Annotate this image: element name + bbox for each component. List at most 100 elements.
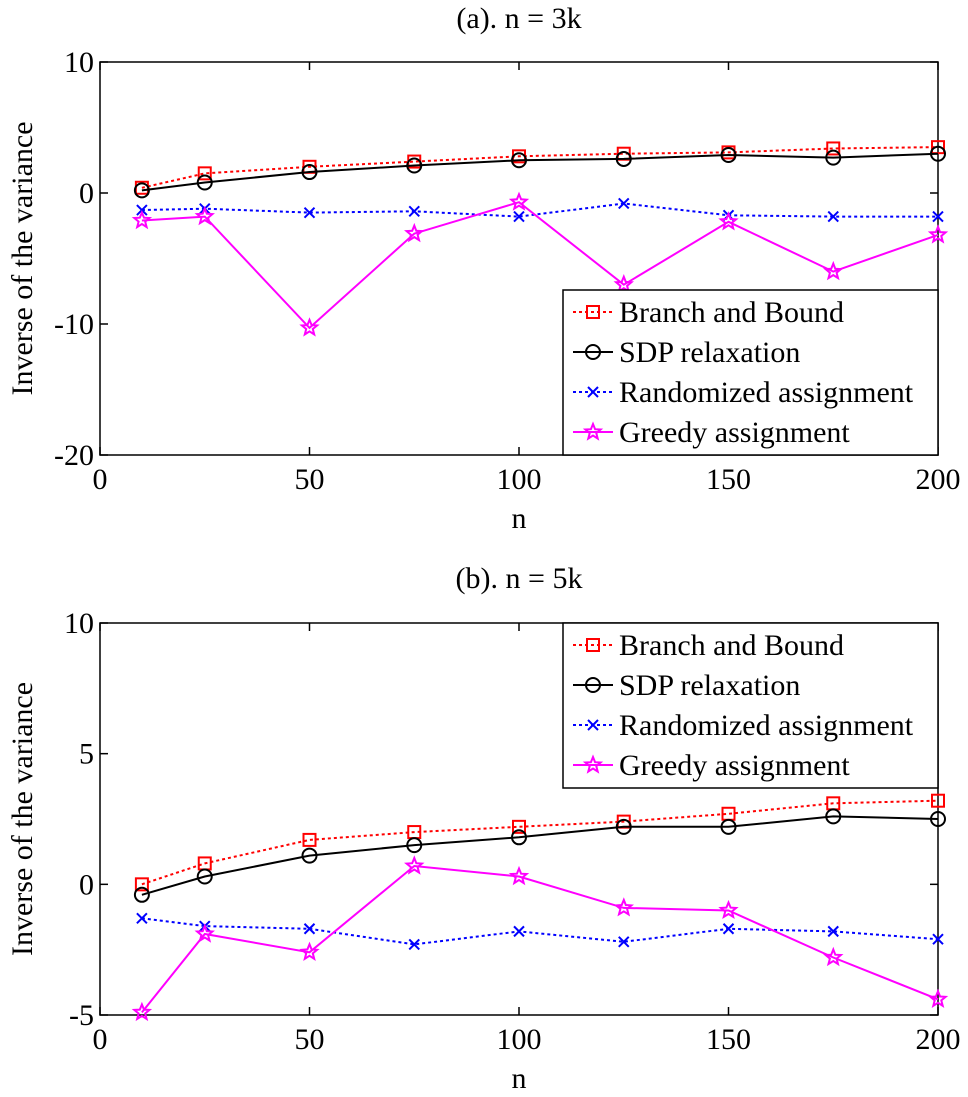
x-tick-label: 0 [93,1023,108,1056]
marker [406,837,423,854]
x-axis-label: n [512,1062,527,1092]
legend-marker [587,719,599,731]
legend-label: Greedy assignment [619,416,850,449]
marker [513,210,525,223]
x-tick-label: 50 [295,1023,325,1056]
marker [613,897,634,917]
chart-title: (b). n = 5k [456,562,583,595]
x-tick-label: 100 [497,1023,542,1056]
marker [303,206,316,219]
legend-marker [586,638,600,652]
series-line [141,815,939,896]
marker [613,273,634,294]
legend-label: Randomized assignment [619,709,914,742]
marker [827,925,839,938]
legend-marker [582,421,604,441]
plot-frame [99,61,939,456]
y-axis-label: Inverse of the variance [6,682,39,956]
y-tick-label: -20 [54,439,94,472]
marker [618,936,630,948]
marker [718,899,739,920]
marker [930,811,946,827]
y-axis-label: Inverse of the variance [6,121,39,395]
legend-label: Branch and Bound [619,629,844,662]
marker [825,808,842,825]
y-tick-label: 10 [64,607,94,640]
marker [618,197,630,210]
series-line [141,202,938,218]
marker [932,210,944,223]
legend-label: SDP relaxation [619,669,800,702]
marker [131,209,153,230]
marker [194,923,215,943]
marker [722,923,735,935]
marker [927,224,949,244]
chart: (a). n = 3k n Inverse of the variance 0 50 10… [6,2,961,535]
series-line [141,146,939,189]
series-line [141,864,939,1014]
y-tick-label: 10 [64,46,94,79]
marker [299,941,320,962]
marker [512,819,526,834]
marker [615,818,632,835]
marker [408,205,420,218]
marker [196,174,213,191]
marker [511,152,527,169]
x-tick-label: 100 [497,463,542,496]
marker [404,222,425,243]
marker [133,886,150,903]
marker [197,166,212,181]
x-tick-label: 200 [916,463,961,496]
x-tick-label: 200 [916,1023,961,1056]
marker [133,182,150,199]
legend-box [562,289,939,456]
marker [720,818,737,835]
x-axis-label: n [512,502,527,535]
marker [720,147,737,164]
marker [513,925,525,938]
legend-marker [582,754,604,774]
marker [927,988,949,1009]
marker [301,164,318,181]
series-line [141,152,939,192]
y-tick-label: 5 [79,738,94,771]
marker [615,150,632,167]
marker [136,912,148,925]
series-line [141,917,939,946]
marker [131,1001,153,1022]
chart-title: (a). n = 3k [456,2,581,35]
marker [718,211,739,231]
marker [134,877,149,892]
y-tick-label: 0 [79,177,94,210]
legend-marker [585,344,601,360]
marker [408,938,420,951]
legend-box [562,622,939,789]
y-tick-label: -10 [54,308,94,341]
marker [406,157,423,174]
x-tick-label: 150 [706,463,751,496]
marker [303,923,316,935]
marker [827,210,839,223]
marker [196,868,213,885]
marker [404,855,425,875]
marker [508,865,530,886]
marker [299,317,320,337]
x-tick-label: 150 [706,1023,751,1056]
series-line [141,201,939,330]
legend-label: Branch and Bound [619,296,844,329]
marker [823,260,844,281]
marker [825,149,842,166]
marker [194,205,215,226]
legend-marker [586,305,600,319]
legend-marker [587,386,599,398]
legend-label: SDP relaxation [619,336,800,369]
marker [511,829,527,846]
marker [508,191,530,211]
y-tick-label: 0 [79,868,94,901]
y-tick-label: -5 [69,999,94,1032]
series-line [141,799,939,886]
legend-marker [585,677,601,693]
marker [931,140,945,155]
